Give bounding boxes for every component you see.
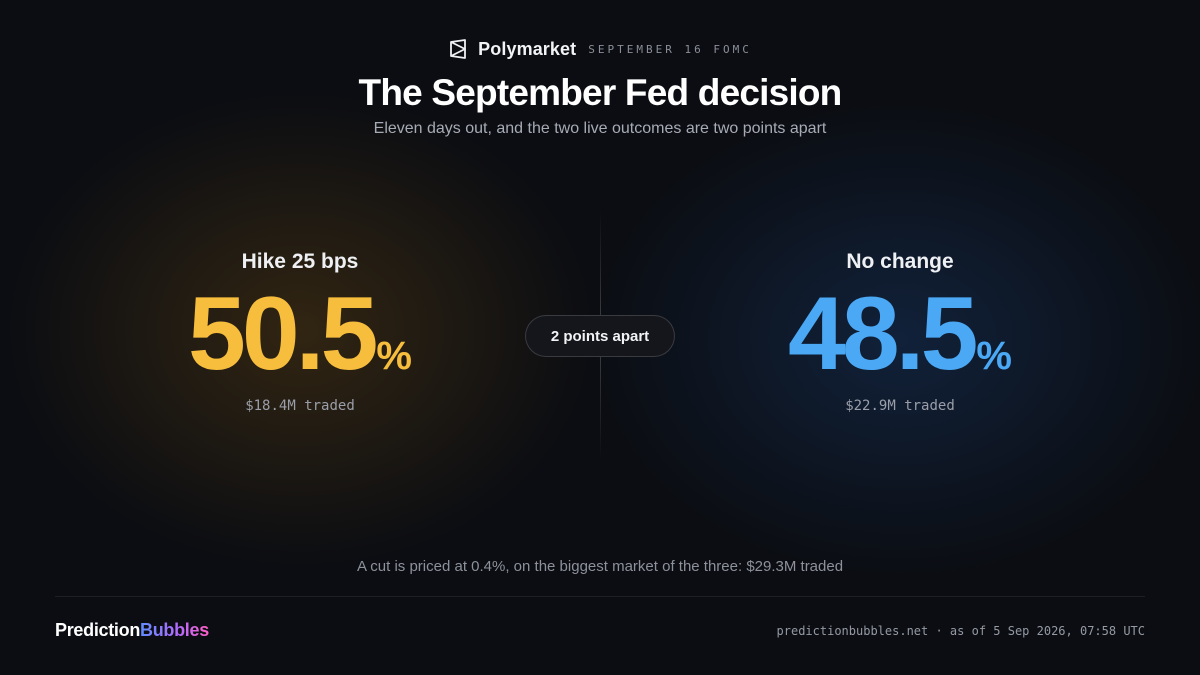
- header: Polymarket SEPTEMBER 16 FOMC The Septemb…: [0, 36, 1200, 138]
- brand-name: Polymarket: [478, 38, 577, 59]
- site-logo-part2: Bubbles: [140, 620, 209, 640]
- brand-row: Polymarket SEPTEMBER 16 FOMC: [0, 36, 1200, 62]
- site-logo-part1: Prediction: [55, 620, 141, 640]
- probability-value: 50.5: [188, 276, 378, 392]
- outcome-no-change: No change 48.5 % $22.9M traded: [700, 250, 1100, 414]
- event-tag: SEPTEMBER 16 FOMC: [588, 42, 752, 56]
- polymarket-logo-icon: [448, 39, 468, 59]
- probability-unit: %: [976, 334, 1012, 378]
- traded-volume: $22.9M traded: [845, 398, 955, 414]
- page-title: The September Fed decision: [358, 72, 843, 113]
- site-logo[interactable]: PredictionBubbles: [55, 620, 209, 641]
- probability: 50.5 %: [100, 282, 500, 386]
- probability: 48.5 %: [700, 282, 1100, 386]
- probability-unit: %: [376, 334, 412, 378]
- gap-pill: 2 points apart: [525, 315, 675, 357]
- outcome-hike: Hike 25 bps 50.5 % $18.4M traded: [100, 250, 500, 414]
- outcome-label: No change: [846, 250, 954, 273]
- probability-value: 48.5: [788, 276, 978, 392]
- footer-divider: [55, 596, 1145, 597]
- source-timestamp: predictionbubbles.net · as of 5 Sep 2026…: [776, 624, 1145, 638]
- outcome-label: Hike 25 bps: [241, 250, 359, 273]
- page-subtitle: Eleven days out, and the two live outcom…: [373, 120, 827, 137]
- traded-volume: $18.4M traded: [245, 398, 355, 414]
- footnote: A cut is priced at 0.4%, on the biggest …: [356, 558, 844, 575]
